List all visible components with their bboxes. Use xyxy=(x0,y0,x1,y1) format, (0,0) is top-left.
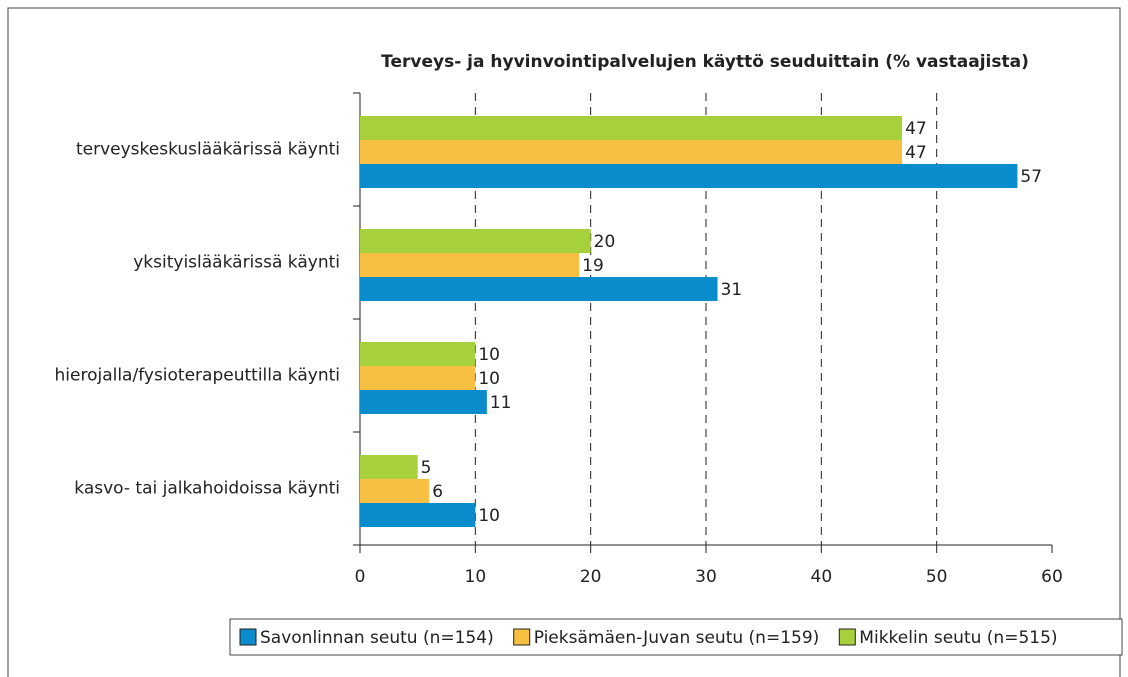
data-label: 31 xyxy=(721,280,743,300)
legend-swatch xyxy=(239,628,257,646)
y-tick-label: kasvo- tai jalkahoidoissa käynti xyxy=(74,479,340,499)
data-label: 10 xyxy=(478,506,500,526)
bar xyxy=(360,503,476,527)
legend-box xyxy=(229,618,1123,656)
bar xyxy=(360,455,418,479)
data-label: 47 xyxy=(905,143,927,163)
legend-label: Pieksämäen-Juvan seutu (n=159) xyxy=(534,628,820,648)
bar xyxy=(360,229,591,253)
label-bg xyxy=(476,344,503,364)
label-bg xyxy=(487,392,514,412)
x-tick-label: 50 xyxy=(926,567,948,587)
legend-label: Savonlinnan seutu (n=154) xyxy=(260,628,494,648)
data-label: 47 xyxy=(905,119,927,139)
bar xyxy=(360,390,487,414)
label-bg xyxy=(718,279,745,299)
data-label: 10 xyxy=(478,369,500,389)
x-tick-label: 60 xyxy=(1041,567,1063,587)
bar xyxy=(360,164,1018,188)
data-label: 57 xyxy=(1020,167,1042,187)
x-tick-label: 40 xyxy=(811,567,833,587)
x-tick-label: 30 xyxy=(695,567,717,587)
bar xyxy=(360,253,580,277)
label-bg xyxy=(903,142,930,162)
chart-title: Terveys- ja hyvinvointipalvelujen käyttö… xyxy=(381,52,1029,72)
x-tick-label: 0 xyxy=(355,567,366,587)
legend-swatch xyxy=(513,628,531,646)
bar xyxy=(360,116,903,140)
data-label: 11 xyxy=(490,393,512,413)
label-bg xyxy=(430,481,446,501)
label-bg xyxy=(476,505,503,525)
label-bg xyxy=(591,231,618,251)
data-label: 5 xyxy=(421,458,432,478)
frame xyxy=(7,7,1121,677)
bar xyxy=(360,366,476,390)
label-bg xyxy=(476,368,503,388)
y-tick-label: terveyskeskuslääkärissä käynti xyxy=(76,140,340,160)
bar xyxy=(360,140,903,164)
data-label: 6 xyxy=(432,482,443,502)
data-label: 10 xyxy=(478,345,500,365)
label-bg xyxy=(580,255,607,275)
y-tick-label: hierojalla/fysioterapeuttilla käynti xyxy=(55,366,341,386)
bar xyxy=(360,277,718,301)
label-bg xyxy=(903,118,930,138)
x-tick-label: 10 xyxy=(465,567,487,587)
y-tick-label: yksityislääkärissä käynti xyxy=(133,253,340,273)
bar xyxy=(360,479,430,503)
legend-swatch xyxy=(838,628,856,646)
x-tick-label: 20 xyxy=(580,567,602,587)
bar xyxy=(360,342,476,366)
label-bg xyxy=(418,457,434,477)
data-label: 19 xyxy=(582,256,604,276)
legend-label: Mikkelin seutu (n=515) xyxy=(859,628,1057,648)
label-bg xyxy=(1018,166,1045,186)
data-label: 20 xyxy=(594,232,616,252)
